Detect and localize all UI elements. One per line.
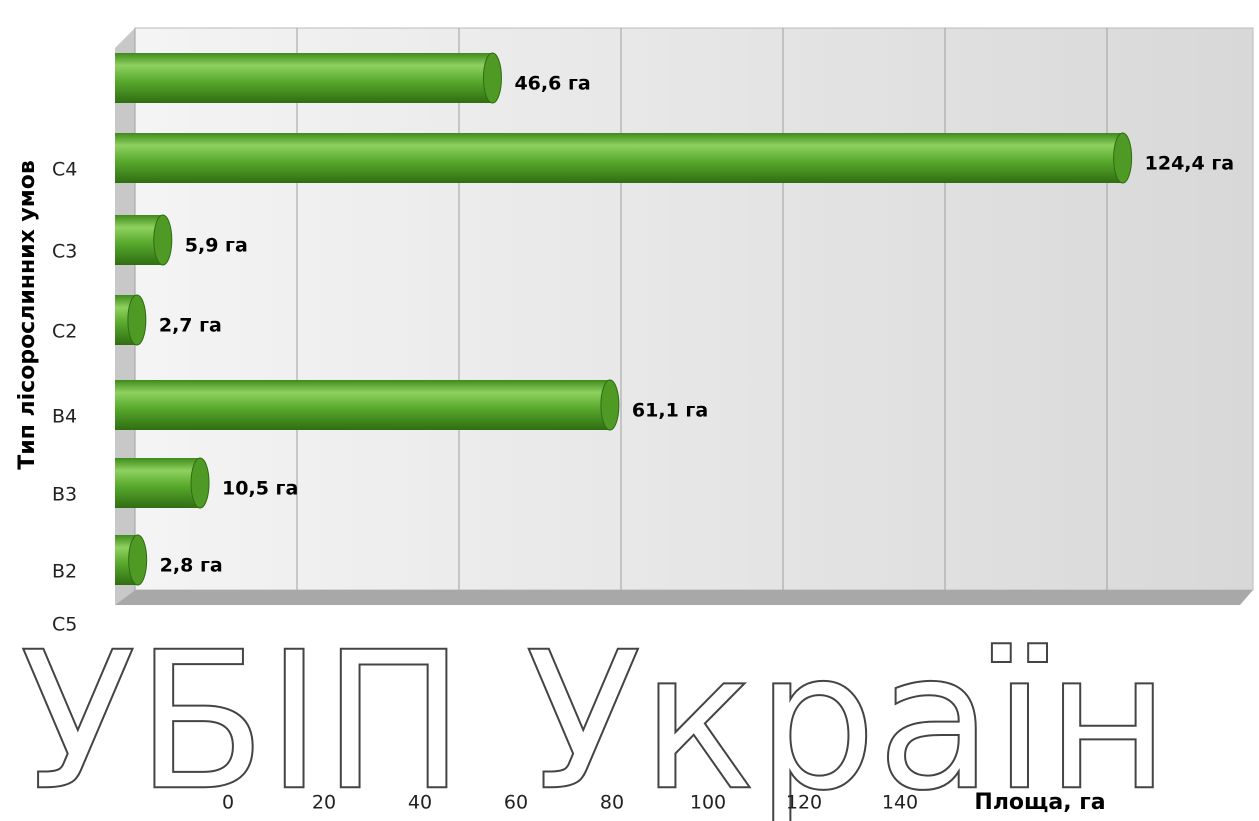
watermark: УБІП Україн <box>20 611 1170 821</box>
floor <box>115 590 1253 605</box>
x-tick-label: 140 <box>882 792 918 814</box>
y-tick-label: C3 <box>52 241 77 263</box>
x-tick-label: 120 <box>786 792 822 814</box>
x-tick-label: 40 <box>408 792 432 814</box>
x-axis-title: Площа, га <box>974 790 1105 815</box>
plot-area <box>134 27 1254 591</box>
data-label: 46,6 га <box>514 73 590 95</box>
bar-cap <box>128 534 148 586</box>
x-tick-label: 80 <box>600 792 624 814</box>
bar <box>115 53 493 103</box>
bar-cap <box>127 294 147 346</box>
data-label: 124,4 га <box>1145 153 1234 175</box>
bar-cap <box>600 379 620 431</box>
y-tick-label: B3 <box>52 484 77 506</box>
bar-cap <box>482 52 502 104</box>
annotation: C5 <box>52 614 77 636</box>
data-label: 61,1 га <box>632 400 708 422</box>
bar-cap <box>190 457 210 509</box>
bar-cap <box>153 214 173 266</box>
data-label: 5,9 га <box>185 235 248 257</box>
x-tick-label: 20 <box>312 792 336 814</box>
y-tick-label: B4 <box>52 406 77 428</box>
bar-cap <box>1113 132 1133 184</box>
y-tick-label: C2 <box>52 321 77 343</box>
y-axis-title: Тип лісорослинних умов <box>15 160 40 470</box>
bar <box>115 133 1123 183</box>
y-tick-label: C4 <box>52 159 77 181</box>
x-tick-label: 100 <box>690 792 726 814</box>
y-tick-label: B2 <box>52 561 77 583</box>
x-tick-label: 60 <box>504 792 528 814</box>
x-tick-label: 0 <box>222 792 234 814</box>
bar <box>115 380 610 430</box>
bar <box>115 458 201 508</box>
data-label: 10,5 га <box>222 478 298 500</box>
data-label: 2,7 га <box>159 315 222 337</box>
data-label: 2,8 га <box>160 555 223 577</box>
